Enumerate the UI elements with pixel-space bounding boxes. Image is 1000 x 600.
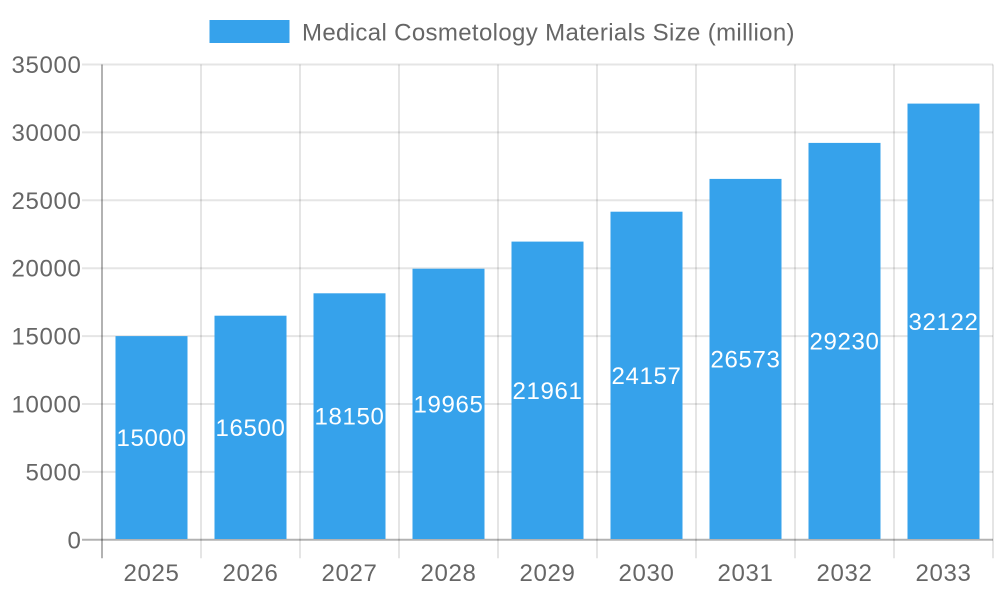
svg-text:2032: 2032	[817, 560, 873, 587]
svg-text:20000: 20000	[12, 256, 82, 283]
svg-text:35000: 35000	[12, 52, 82, 79]
svg-text:0: 0	[68, 527, 82, 554]
svg-text:2025: 2025	[124, 560, 180, 587]
svg-text:19965: 19965	[414, 391, 484, 418]
svg-text:2026: 2026	[223, 560, 279, 587]
svg-text:32122: 32122	[909, 309, 979, 336]
svg-text:21961: 21961	[513, 378, 583, 405]
svg-text:2031: 2031	[718, 560, 774, 587]
svg-text:Medical Cosmetology Materials: Medical Cosmetology Materials Size (mill…	[302, 19, 795, 46]
svg-text:2028: 2028	[421, 560, 477, 587]
svg-text:29230: 29230	[810, 328, 880, 355]
svg-text:2027: 2027	[322, 560, 378, 587]
svg-text:10000: 10000	[12, 392, 82, 419]
svg-text:16500: 16500	[216, 415, 286, 442]
svg-text:2029: 2029	[520, 560, 576, 587]
svg-text:24157: 24157	[612, 363, 682, 390]
svg-text:2030: 2030	[619, 560, 675, 587]
svg-text:18150: 18150	[315, 404, 385, 431]
svg-text:26573: 26573	[711, 347, 781, 374]
svg-text:2033: 2033	[916, 560, 972, 587]
svg-text:30000: 30000	[12, 120, 82, 147]
svg-text:5000: 5000	[26, 459, 82, 486]
svg-text:15000: 15000	[12, 324, 82, 351]
svg-text:25000: 25000	[12, 188, 82, 215]
svg-text:15000: 15000	[117, 425, 187, 452]
